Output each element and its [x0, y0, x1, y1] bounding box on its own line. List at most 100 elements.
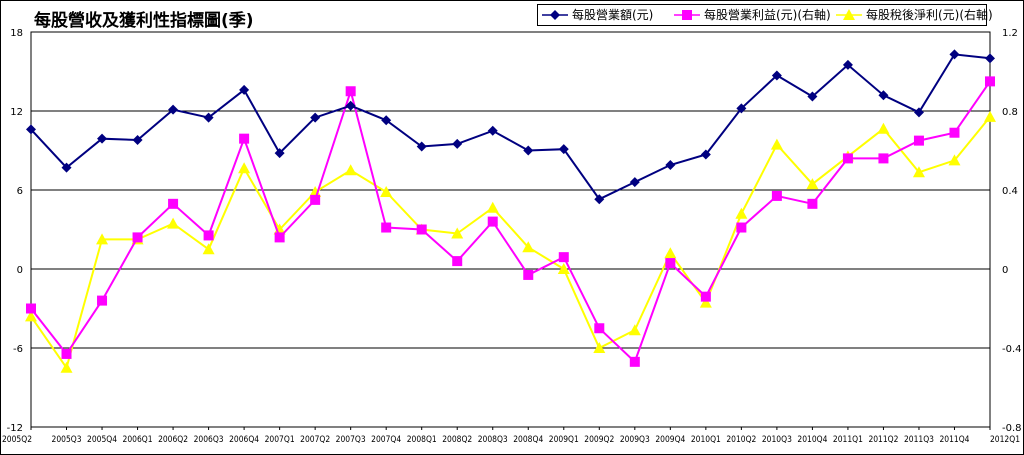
data-point-diamond — [310, 112, 321, 123]
grid-lines — [30, 31, 991, 428]
legend-marker-triangle-icon — [836, 9, 862, 20]
data-point-diamond — [523, 145, 534, 156]
data-point-diamond — [487, 125, 498, 136]
data-point-square — [97, 295, 108, 306]
right-tick-label: 0.8 — [1002, 107, 1018, 118]
data-point-square — [523, 269, 534, 280]
data-point-square — [487, 216, 498, 227]
left-tick-label: 12 — [10, 107, 23, 118]
data-point-triangle — [912, 166, 925, 178]
data-point-square — [558, 252, 569, 263]
x-tick-label: 2008Q3 — [478, 435, 508, 445]
chart-legend: 每股營業額(元) 每股營業利益(元)(右軸) 每股稅後淨利(元)(右軸) — [537, 4, 993, 26]
series-line-0 — [30, 53, 991, 201]
right-tick-label: -0.8 — [1002, 423, 1022, 434]
data-point-diamond — [842, 59, 853, 70]
series-2 — [25, 110, 996, 373]
data-point-square — [878, 153, 889, 164]
data-point-triangle — [309, 185, 322, 197]
data-point-triangle — [60, 361, 73, 373]
data-point-triangle — [344, 164, 357, 176]
data-point-diamond — [345, 100, 356, 111]
data-point-diamond — [452, 138, 463, 149]
x-tick-label: 2006Q3 — [194, 435, 224, 445]
legend-label-net-income: 每股稅後淨利(元)(右軸) — [866, 8, 993, 22]
series-line-2 — [30, 116, 991, 371]
data-point-triangle — [770, 138, 783, 150]
right-tick-label: 0.4 — [1002, 186, 1018, 197]
series-line-1 — [30, 80, 991, 364]
x-tick-label: 2005Q3 — [52, 435, 82, 445]
data-point-square — [26, 303, 36, 314]
data-point-square — [665, 258, 676, 269]
data-point-square — [736, 222, 747, 233]
data-point-triangle — [167, 217, 180, 229]
data-point-triangle — [238, 162, 251, 174]
x-tick-label: 2008Q2 — [442, 435, 472, 445]
data-point-triangle — [664, 247, 677, 259]
data-point-triangle — [486, 201, 499, 213]
chart-title: 每股營收及獲利性指標圖(季) — [34, 11, 254, 31]
data-point-triangle — [806, 178, 819, 190]
x-tick-label: 2011Q2 — [868, 435, 898, 445]
data-point-diamond — [913, 107, 924, 118]
right-axis-ticks: 1.2 0.8 0.4 0 -0.4 -0.8 — [1002, 28, 1022, 434]
data-point-triangle — [202, 243, 215, 255]
legend-marker-diamond-icon — [542, 10, 568, 20]
x-tick-label: 2011Q1 — [833, 435, 863, 445]
data-point-diamond — [274, 148, 285, 159]
data-point-square — [771, 190, 782, 201]
right-tick-label: -0.4 — [1002, 344, 1022, 355]
data-point-diamond — [203, 112, 214, 123]
x-tick-label: 2007Q3 — [336, 435, 366, 445]
x-tick-label: 2006Q1 — [123, 435, 153, 445]
data-point-square — [629, 356, 640, 367]
data-point-diamond — [381, 115, 392, 126]
data-point-diamond — [878, 90, 889, 101]
x-tick-label: 2009Q2 — [584, 435, 614, 445]
left-tick-label: -6 — [13, 344, 23, 355]
data-point-triangle — [699, 296, 712, 308]
x-axis-ticks: 2005Q2 2005Q3 2005Q4 2006Q1 2006Q2 2006Q3 2006… — [2, 427, 1020, 445]
data-point-square — [168, 198, 179, 209]
data-point-diamond — [771, 70, 782, 81]
x-tick-label: 2009Q4 — [655, 435, 685, 445]
data-point-square — [132, 232, 143, 243]
x-tick-label: 2010Q2 — [726, 435, 756, 445]
data-point-diamond — [132, 134, 143, 145]
data-point-triangle — [380, 185, 393, 197]
data-point-square — [381, 222, 392, 233]
data-point-diamond — [61, 162, 72, 173]
data-point-diamond — [700, 149, 711, 160]
x-tick-label: 2008Q1 — [407, 435, 437, 445]
data-point-diamond — [594, 194, 605, 205]
data-point-diamond — [97, 133, 108, 144]
right-tick-label: 1.2 — [1002, 28, 1018, 39]
data-point-diamond — [239, 84, 250, 95]
x-tick-label: 2012Q1 — [990, 435, 1020, 445]
legend-label-operating-income: 每股營業利益(元)(右軸) — [704, 8, 831, 22]
right-tick-label: 0 — [1002, 265, 1008, 276]
data-point-square — [274, 232, 285, 243]
x-tick-label: 2007Q4 — [371, 435, 401, 445]
x-tick-label: 2008Q4 — [513, 435, 543, 445]
data-point-triangle — [984, 110, 996, 122]
series-1 — [26, 76, 995, 367]
plot-area-border — [30, 31, 991, 428]
data-point-diamond — [985, 53, 995, 64]
x-tick-label: 2005Q2 — [2, 435, 32, 445]
data-point-triangle — [628, 324, 641, 336]
data-point-square — [61, 348, 72, 359]
data-point-diamond — [558, 144, 569, 155]
data-point-diamond — [168, 104, 179, 115]
data-point-diamond — [26, 124, 36, 135]
data-point-diamond — [629, 177, 640, 188]
data-point-square — [985, 76, 995, 87]
data-point-triangle — [522, 241, 535, 253]
legend-marker-square-icon — [674, 10, 700, 20]
data-point-triangle — [593, 342, 606, 353]
series-layer — [25, 49, 996, 373]
data-point-square — [416, 224, 427, 235]
data-point-triangle — [25, 310, 37, 322]
x-tick-label: 2011Q4 — [939, 435, 969, 445]
